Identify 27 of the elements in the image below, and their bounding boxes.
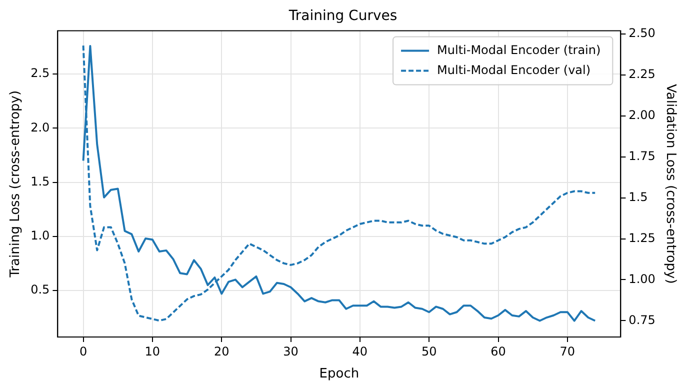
x-tick-label: 40 — [352, 344, 368, 358]
y2-tick-label: 2.50 — [628, 26, 656, 40]
x-tick-label: 20 — [214, 344, 230, 358]
y-tick-label: 1.5 — [30, 174, 50, 188]
y2-axis-title: Validation Loss (cross-entropy) — [662, 84, 678, 284]
y-tick-label: 2.0 — [30, 120, 50, 134]
y2-tick-label: 2.25 — [628, 67, 656, 82]
y-tick-label: 2.5 — [30, 66, 50, 80]
x-tick-label: 50 — [421, 344, 437, 358]
y-axis-title: Training Loss (cross-entropy) — [8, 90, 24, 278]
legend-label: Multi-Modal Encoder (train) — [437, 42, 601, 57]
y2-tick-label: 1.00 — [628, 272, 656, 286]
legend-label: Multi-Modal Encoder (val) — [437, 62, 591, 77]
x-axis-title: Epoch — [319, 366, 360, 382]
y2-tick-label: 1.25 — [628, 230, 656, 245]
x-tick-label: 30 — [283, 344, 298, 358]
y2-tick-label: 2.00 — [628, 108, 656, 122]
x-tick-label: 70 — [560, 344, 576, 358]
y-tick-label: 1.0 — [30, 228, 50, 242]
y2-tick-label: 1.75 — [628, 149, 656, 164]
y2-tick-label: 1.5 — [628, 190, 648, 204]
y2-tick-label: 0.75 — [628, 312, 656, 327]
y-tick-label: 0.5 — [30, 282, 50, 297]
chart-title: Training Curves — [288, 8, 398, 24]
x-tick-label: 60 — [490, 344, 506, 358]
x-tick-label: 10 — [144, 344, 160, 358]
x-tick-label: 0 — [79, 344, 88, 358]
